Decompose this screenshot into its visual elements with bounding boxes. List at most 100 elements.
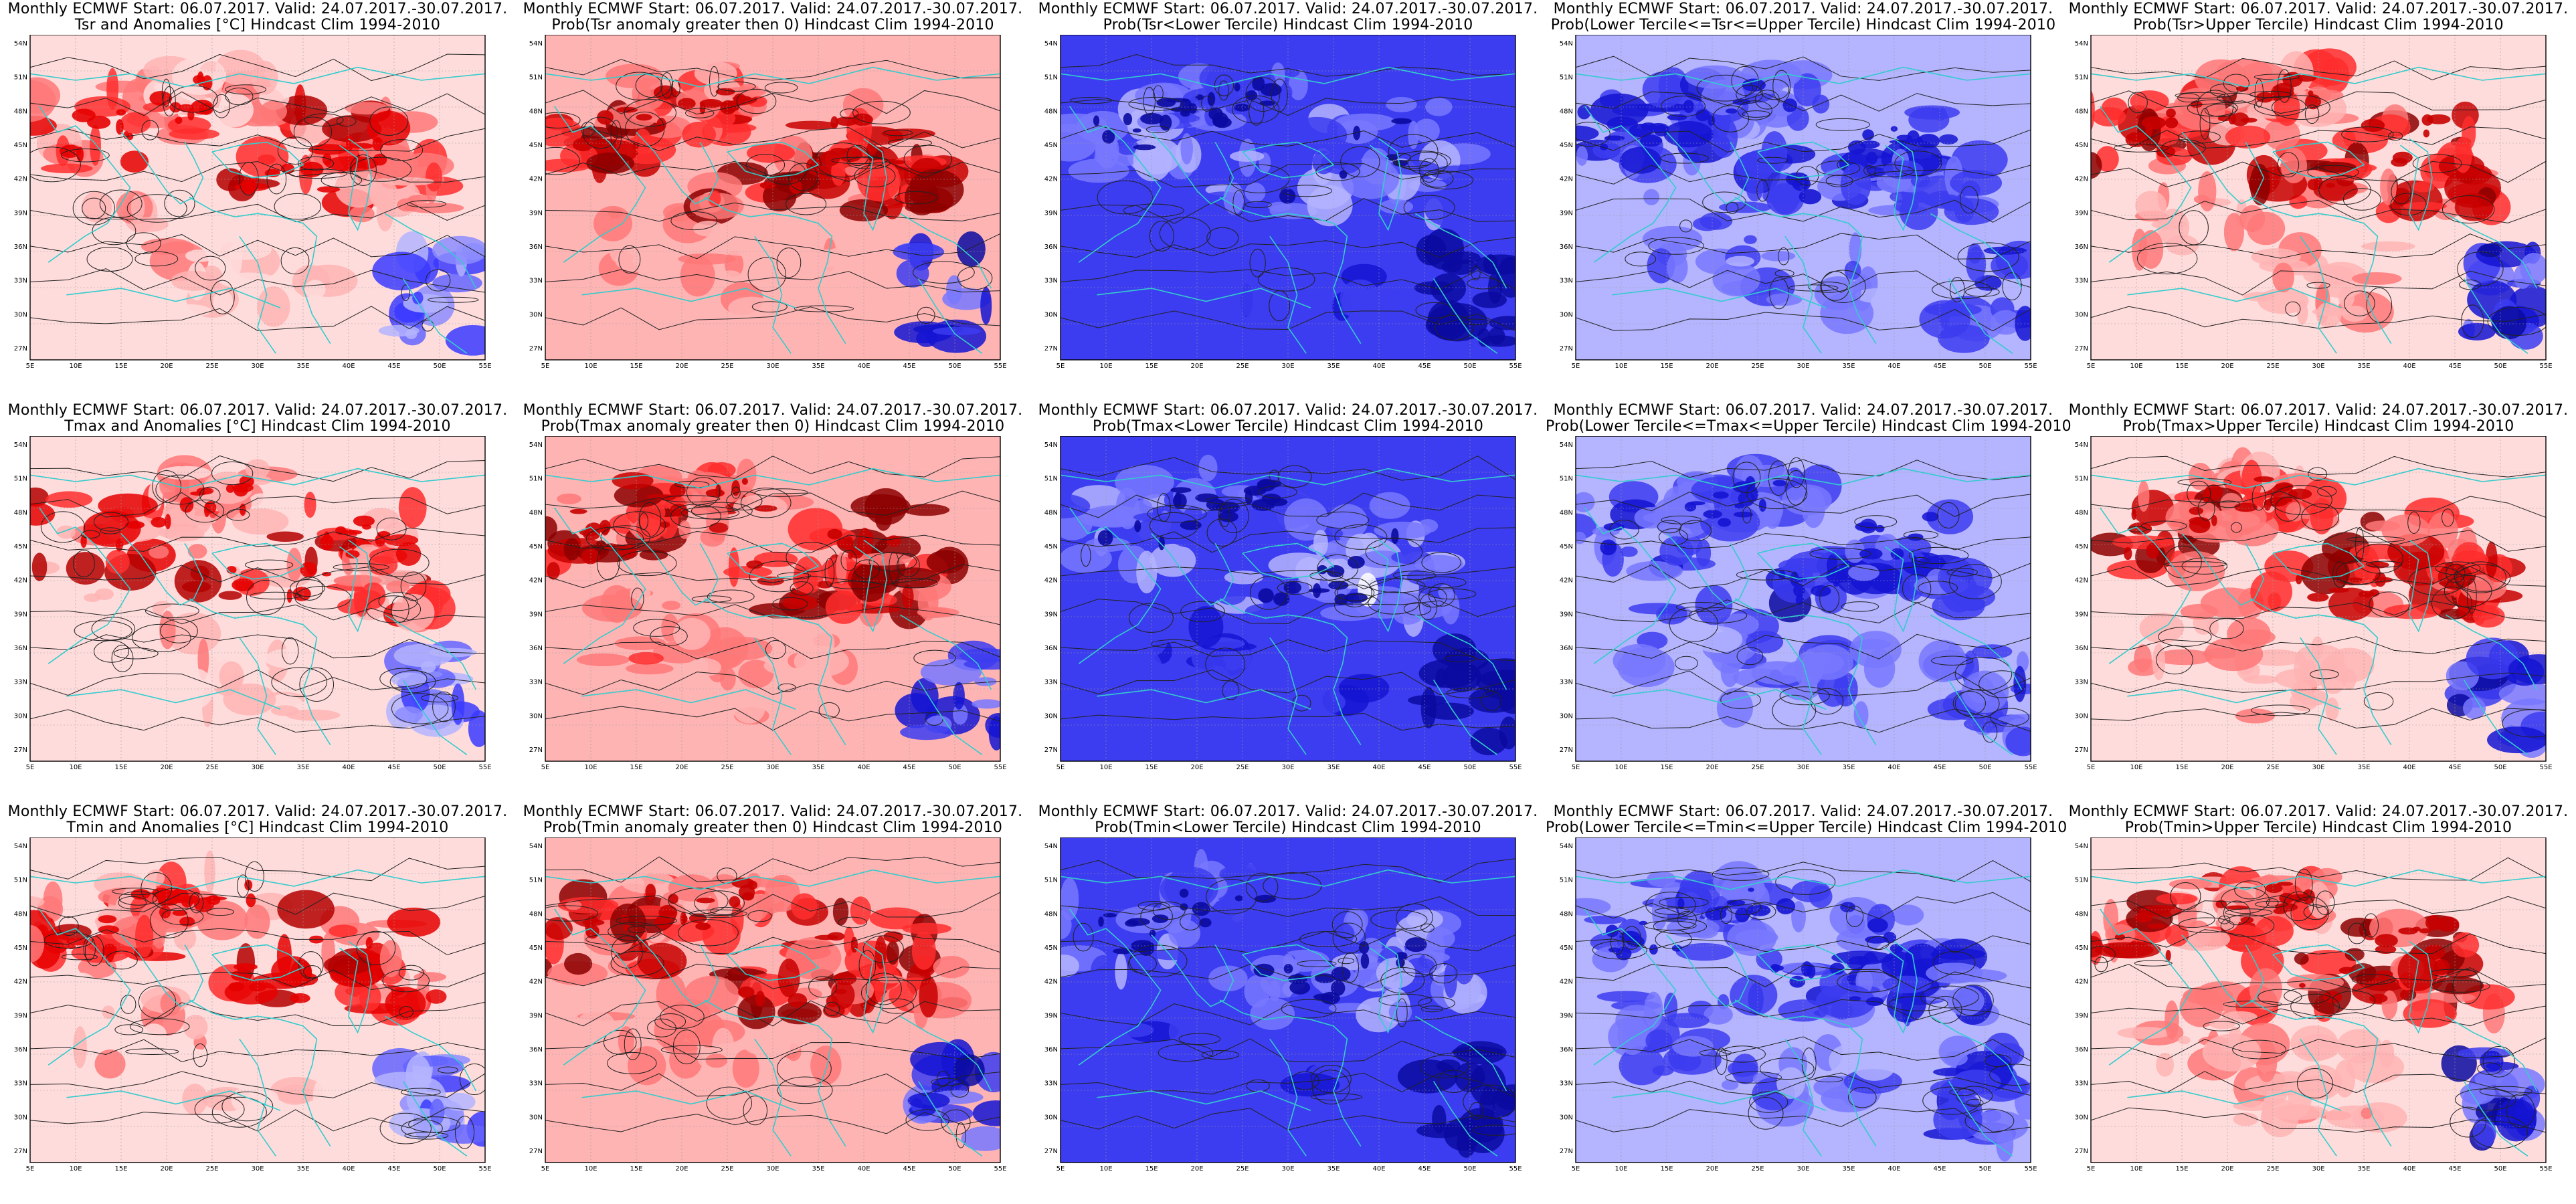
shaded-patch <box>713 231 773 256</box>
shaded-patch <box>1061 494 1091 519</box>
contour <box>2203 1021 2240 1031</box>
coastline <box>30 869 485 890</box>
contour <box>1061 54 1515 77</box>
contour <box>772 597 808 611</box>
shaded-core <box>2142 116 2166 130</box>
contour <box>274 193 322 220</box>
contour <box>399 1006 413 1018</box>
contour <box>379 668 428 690</box>
contour <box>2178 917 2235 933</box>
shaded-patch <box>1285 669 1312 687</box>
shaded-core <box>1258 588 1274 603</box>
latitude-label: 36N <box>1560 243 1573 251</box>
contour <box>745 154 786 177</box>
latitude-label: 33N <box>529 679 543 686</box>
latitude-label: 45N <box>2075 142 2088 149</box>
shaded-core <box>1102 130 1115 144</box>
contour <box>2307 165 2359 180</box>
shaded-patch <box>1577 104 1591 120</box>
shaded-patch <box>183 1015 208 1040</box>
latitude-label: 27N <box>529 746 543 754</box>
contour <box>30 455 485 482</box>
shaded-patch <box>1443 961 1457 999</box>
shaded-patch <box>1145 1042 1158 1073</box>
shaded-patch <box>850 896 871 925</box>
shaded-core <box>789 179 802 195</box>
shaded-patch <box>1961 670 2009 714</box>
contour <box>1334 584 1375 601</box>
contour <box>1746 903 1776 920</box>
shaded-patch <box>1499 716 1515 750</box>
shaded-patch <box>1342 284 1372 318</box>
latitude-label: 45N <box>529 944 543 952</box>
latitude-label: 30N <box>2075 311 2088 318</box>
contour <box>840 549 857 571</box>
shaded-patch <box>244 904 270 939</box>
shaded-patch <box>612 472 654 490</box>
contour <box>670 504 721 529</box>
shaded-patch <box>349 205 375 223</box>
contour <box>1742 506 1752 524</box>
panel-title-line2: Prob(Tmin<Lower Tercile) Hindcast Clim 1… <box>1095 819 1481 836</box>
latitude-label: 27N <box>2075 1148 2088 1155</box>
contour <box>404 1132 449 1140</box>
coastline <box>1757 141 1850 179</box>
shaded-patch <box>1347 908 1369 932</box>
contour <box>1061 96 1515 116</box>
contour <box>1201 1050 1239 1060</box>
contour <box>1061 197 1515 224</box>
shaded-patch <box>2249 163 2270 205</box>
contour <box>1249 576 1288 610</box>
shaded-patch <box>367 555 398 576</box>
contour <box>2457 252 2504 286</box>
shaded-core <box>2225 905 2249 910</box>
shaded-core <box>2307 593 2329 602</box>
contour <box>608 922 661 941</box>
contour <box>545 564 1000 589</box>
coastline <box>581 1090 796 1111</box>
panel-title-line1: Monthly ECMWF Start: 06.07.2017. Valid: … <box>523 402 1023 419</box>
contour <box>824 1001 840 1016</box>
shaded-patch <box>83 510 141 547</box>
longitude-label: 10E <box>69 363 82 370</box>
longitude-label: 50E <box>948 363 961 370</box>
map-panel: Monthly ECMWF Start: 06.07.2017. Valid: … <box>2061 0 2576 401</box>
coastline <box>1061 66 1515 88</box>
latitude-label: 51N <box>2075 476 2088 483</box>
shaded-core <box>1334 593 1349 605</box>
coastline <box>754 235 792 354</box>
shaded-core <box>678 98 696 110</box>
coastline <box>1930 1015 2023 1092</box>
shaded-core <box>618 544 638 559</box>
longitude-label: 25E <box>721 363 733 370</box>
latitude-label: 27N <box>1044 1148 1058 1155</box>
contour <box>2431 587 2472 620</box>
shaded-patch <box>181 581 211 593</box>
shaded-patch <box>1376 957 1416 989</box>
contour <box>2254 79 2264 108</box>
shaded-patch <box>878 975 906 984</box>
shaded-core <box>742 892 754 901</box>
contour <box>1402 953 1437 978</box>
contour <box>161 908 204 926</box>
contour <box>2283 891 2314 922</box>
contour <box>660 72 674 99</box>
contour <box>2175 92 2225 99</box>
coastline <box>1612 1090 1827 1111</box>
shaded-patch <box>1840 163 1871 205</box>
longitude-label: 10E <box>1099 1165 1112 1173</box>
coastline <box>2099 507 2192 664</box>
contour <box>840 108 859 119</box>
shaded-patch <box>2180 603 2219 620</box>
longitude-label: 55E <box>478 764 491 771</box>
shaded-patch <box>781 257 797 272</box>
coastline <box>239 235 276 354</box>
contour <box>1222 680 1240 700</box>
panel-title-line2: Prob(Lower Tercile<=Tsr<=Upper Tercile) … <box>1550 17 2056 33</box>
coastline <box>189 999 331 1147</box>
longitude-label: 25E <box>1751 363 1764 370</box>
longitude-label: 50E <box>2494 1165 2506 1173</box>
shaded-patch <box>394 706 424 723</box>
shaded-patch <box>432 235 485 265</box>
latitude-label: 33N <box>1560 1080 1573 1088</box>
